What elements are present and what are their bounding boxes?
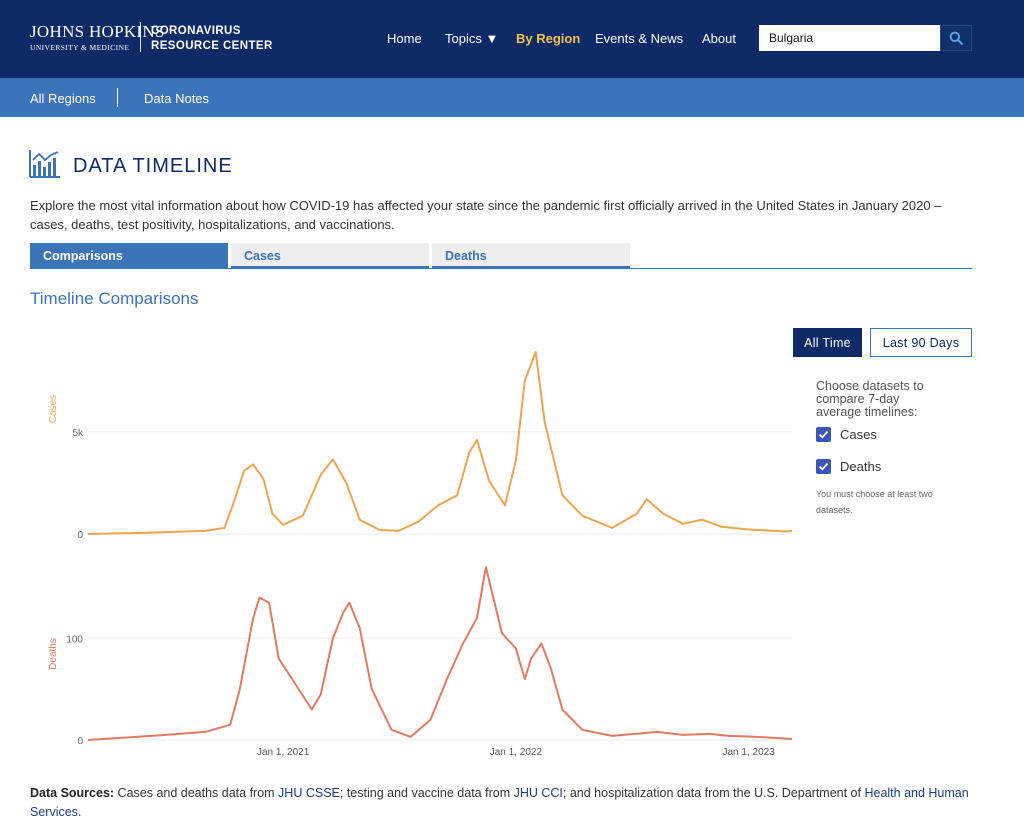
dataset-requirement-note: You must choose at least two datasets. <box>816 489 933 515</box>
cases-series-line <box>87 351 793 535</box>
checkmark-icon <box>818 462 829 471</box>
search-input[interactable] <box>759 25 940 51</box>
hhs-link[interactable]: Health and Human Services <box>30 786 969 818</box>
deaths-y-tick-label: 0 <box>77 736 83 747</box>
checkmark-icon <box>818 430 829 439</box>
x-tick-label: Jan 1, 2023 <box>723 747 776 758</box>
data-sources-label: Data Sources: <box>30 786 115 800</box>
cases-y-tick-label: 0 <box>77 530 83 541</box>
dataset-chooser-label: Choose datasets to compare 7-day average… <box>816 379 924 419</box>
nav-topics[interactable]: Topics ▼ <box>445 31 499 46</box>
cases-axis-label: Cases <box>48 395 59 423</box>
site-title[interactable]: CORONAVIRUS RESOURCE CENTER <box>151 24 273 54</box>
tab-cases[interactable]: Cases <box>231 243 429 268</box>
logo-subtitle: UNIVERSITY & MEDICINE <box>30 43 130 52</box>
nav-events-news[interactable]: Events & News <box>595 31 684 46</box>
subnav-divider <box>117 88 118 107</box>
cases-checkbox[interactable] <box>816 427 831 442</box>
nav-home[interactable]: Home <box>387 31 422 46</box>
nav-by-region[interactable]: By Region <box>516 31 581 46</box>
data-sources: Data Sources: Cases and deaths data from… <box>30 786 969 818</box>
logo-divider <box>140 22 141 52</box>
section-title: Timeline Comparisons <box>30 289 199 308</box>
logo-university-name: JOHNS HOPKINS <box>30 22 165 41</box>
subnav-data-notes[interactable]: Data Notes <box>144 91 210 106</box>
x-tick-label: Jan 1, 2021 <box>257 747 310 758</box>
jhu-csse-link[interactable]: JHU CSSE <box>278 786 340 800</box>
deaths-y-tick-label: 100 <box>66 634 83 645</box>
deaths-axis-label: Deaths <box>48 638 59 670</box>
search-button[interactable] <box>940 25 972 51</box>
last-90-days-button[interactable]: Last 90 Days <box>870 328 972 357</box>
site-title-line2: RESOURCE CENTER <box>151 40 273 52</box>
jhu-cci-link[interactable]: JHU CCI <box>513 786 563 800</box>
region-subnav-bar <box>0 78 1024 117</box>
timeline-chart-icon <box>29 150 60 178</box>
all-time-button[interactable]: All Time <box>793 328 862 357</box>
page-title: DATA TIMELINE <box>73 155 233 177</box>
tab-underline <box>30 268 972 269</box>
deaths-checkbox-label[interactable]: Deaths <box>840 459 882 474</box>
cases-checkbox-label[interactable]: Cases <box>840 427 877 442</box>
tab-comparisons[interactable]: Comparisons <box>30 243 228 268</box>
search-icon <box>949 31 963 45</box>
site-title-line1: CORONAVIRUS <box>151 25 241 37</box>
subnav-all-regions[interactable]: All Regions <box>30 91 96 106</box>
tab-deaths[interactable]: Deaths <box>432 243 630 268</box>
x-tick-label: Jan 1, 2022 <box>490 747 543 758</box>
cases-y-tick-label: 5k <box>72 428 84 439</box>
jhu-logo[interactable]: JOHNS HOPKINS UNIVERSITY & MEDICINE <box>30 22 165 52</box>
nav-about[interactable]: About <box>702 31 736 46</box>
deaths-series-line <box>87 566 793 741</box>
deaths-checkbox[interactable] <box>816 459 831 474</box>
intro-paragraph: Explore the most vital information about… <box>30 198 942 232</box>
